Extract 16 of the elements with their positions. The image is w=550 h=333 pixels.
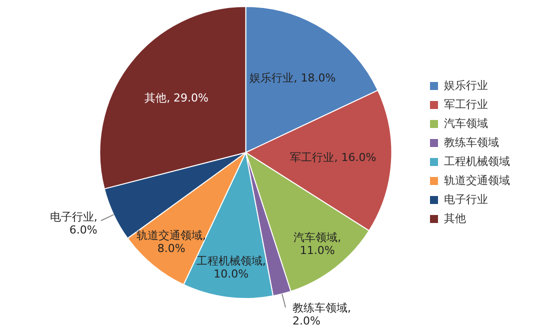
legend-label: 其他 bbox=[444, 212, 466, 225]
legend-label: 电子行业 bbox=[444, 192, 488, 206]
legend-label: 轨道交通领域 bbox=[444, 174, 510, 187]
legend-label: 娱乐行业 bbox=[444, 78, 488, 92]
data-label: 娱乐行业, 18.0% bbox=[250, 71, 336, 84]
data-label: 军工行业, 16.0% bbox=[290, 150, 376, 164]
data-label: 教练车领域, 2.0% bbox=[292, 302, 352, 328]
legend-label: 军工行业 bbox=[444, 98, 488, 111]
data-label: 其他, 29.0% bbox=[144, 92, 208, 105]
data-label: 汽车领域, 11.0% bbox=[294, 231, 342, 258]
data-label: 轨道交通领域, 8.0% bbox=[136, 228, 206, 255]
data-label: 电子行业, 6.0% bbox=[50, 210, 98, 236]
data-label: 工程机械领域, 10.0% bbox=[196, 254, 266, 281]
legend-label: 教练车领域 bbox=[444, 136, 499, 149]
legend-label: 工程机械领域 bbox=[444, 154, 510, 168]
legend-label: 汽车领域 bbox=[444, 116, 488, 130]
